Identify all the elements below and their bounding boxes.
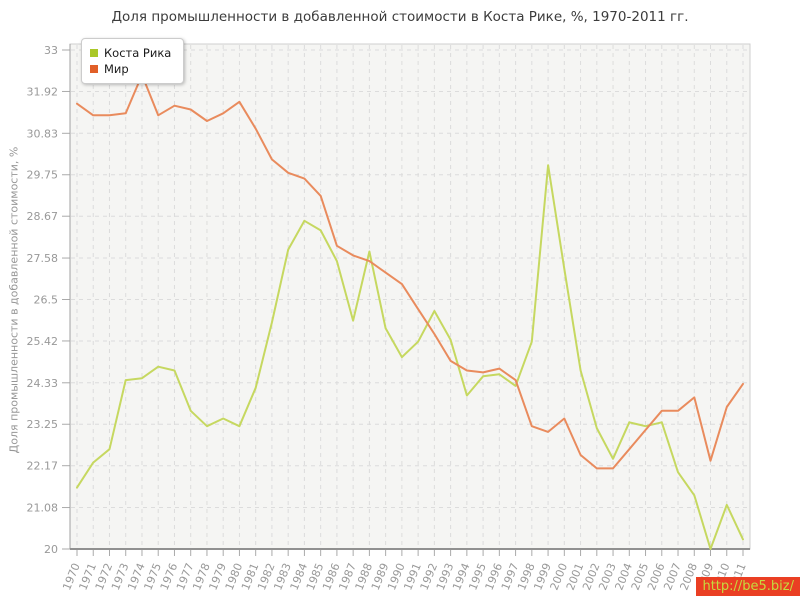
legend-swatch-world-icon: [90, 65, 98, 73]
y-tick-label: 33: [44, 44, 58, 57]
legend: Коста Рика Мир: [81, 38, 185, 84]
y-tick-label: 31.92: [27, 85, 59, 98]
legend-item-costa-rica[interactable]: Коста Рика: [90, 46, 171, 60]
y-tick-label: 24.33: [27, 377, 59, 390]
watermark-link[interactable]: http://be5.biz/: [696, 577, 800, 596]
legend-swatch-costa-rica-icon: [90, 49, 98, 57]
y-tick-label: 26.5: [34, 293, 59, 306]
y-tick-label: 25.42: [27, 335, 59, 348]
y-tick-label: 23.25: [27, 418, 59, 431]
y-tick-label: 27.58: [27, 252, 59, 265]
world-line: [76, 73, 744, 470]
y-tick-label: 22.17: [27, 460, 59, 473]
legend-item-world[interactable]: Мир: [90, 62, 171, 76]
y-tick-label: 21.08: [27, 502, 59, 515]
legend-label-world: Мир: [104, 62, 129, 76]
y-axis-title: Доля промышленности в добавленной стоимо…: [7, 146, 21, 454]
y-tick-label: 30.83: [27, 127, 59, 140]
y-tick-label: 28.67: [27, 210, 59, 223]
legend-label-costa-rica: Коста Рика: [104, 46, 172, 60]
costa-rica-line: [76, 164, 744, 550]
chart-title: Доля промышленности в добавленной стоимо…: [111, 9, 689, 25]
y-tick-label: 29.75: [27, 169, 59, 182]
y-tick-label: 20: [44, 543, 58, 556]
